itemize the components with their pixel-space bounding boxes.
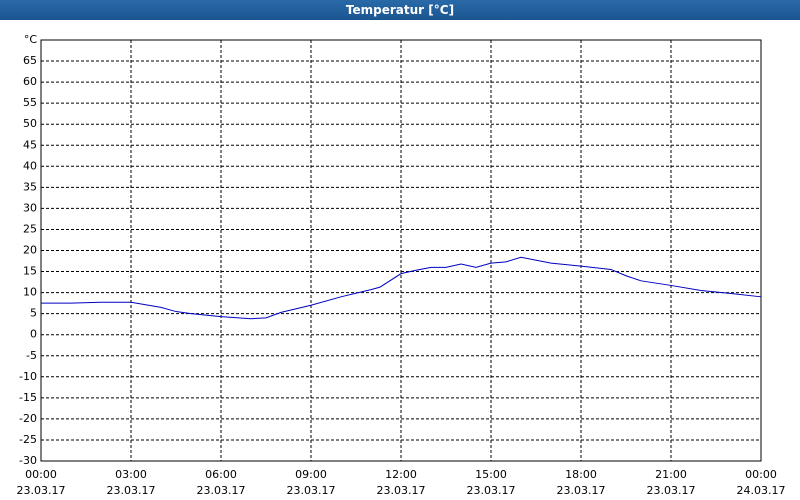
y-tick-label: 30 xyxy=(23,201,37,214)
x-tick-label: 06:00 23.03.17 xyxy=(196,468,246,497)
y-tick-label: -20 xyxy=(19,412,37,425)
x-tick-label: 21:00 23.03.17 xyxy=(646,468,696,497)
y-tick-label: 40 xyxy=(23,159,37,172)
x-tick-label: 00:00 23.03.17 xyxy=(16,468,66,497)
data-line xyxy=(41,256,762,320)
y-tick-label: 60 xyxy=(23,75,37,88)
y-tick-label: -10 xyxy=(19,370,37,383)
y-tick-label: 55 xyxy=(23,96,37,109)
y-tick-label: 5 xyxy=(30,307,37,320)
y-tick-label: 15 xyxy=(23,265,37,278)
y-tick-label: 65 xyxy=(23,54,37,67)
y-tick-label: 35 xyxy=(23,180,37,193)
x-tick-label: 00:00 24.03.17 xyxy=(736,468,786,497)
y-tick-label: 20 xyxy=(23,244,37,257)
x-tick-label: 18:00 23.03.17 xyxy=(556,468,606,497)
y-tick-label: -15 xyxy=(19,391,37,404)
y-tick-label: 50 xyxy=(23,117,37,130)
y-tick-label: 0 xyxy=(30,328,37,341)
y-tick-label: 25 xyxy=(23,222,37,235)
y-tick-label: -30 xyxy=(19,454,37,467)
y-tick-label: 10 xyxy=(23,286,37,299)
y-tick-label: -5 xyxy=(26,349,37,362)
chart-title: Temperatur [°C] xyxy=(0,0,800,20)
x-tick-label: 09:00 23.03.17 xyxy=(286,468,336,497)
y-tick-label: °C xyxy=(24,33,38,46)
x-tick-label: 12:00 23.03.17 xyxy=(376,468,426,497)
y-tick-label: -25 xyxy=(19,433,37,446)
x-tick-label: 03:00 23.03.17 xyxy=(106,468,156,497)
x-tick-label: 15:00 23.03.17 xyxy=(466,468,516,497)
y-tick-label: 45 xyxy=(23,138,37,151)
